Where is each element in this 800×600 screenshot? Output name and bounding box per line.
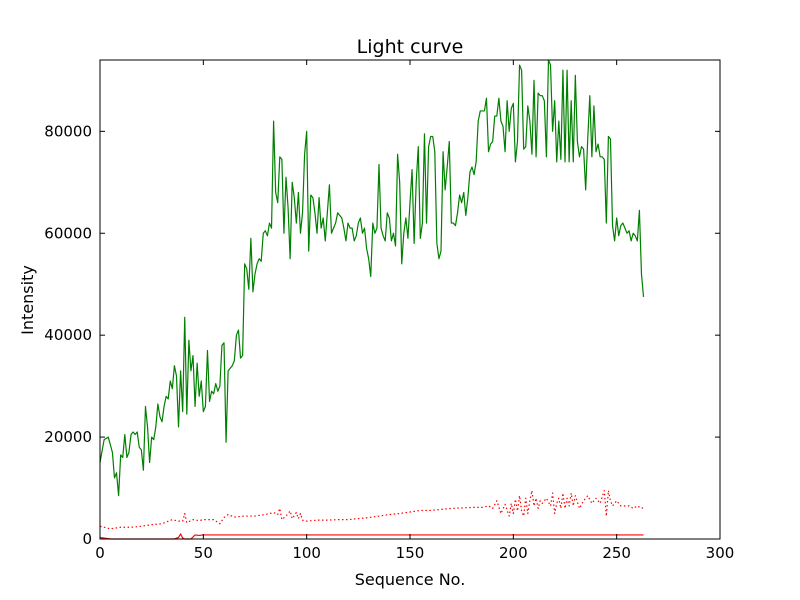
x-tick-label: 50 — [194, 544, 213, 562]
x-tick-label: 250 — [602, 544, 631, 562]
y-tick-label: 60000 — [44, 224, 92, 242]
x-tick-label: 150 — [396, 544, 425, 562]
x-tick-label: 200 — [499, 544, 528, 562]
y-tick-label: 0 — [82, 530, 92, 548]
x-tick-label: 0 — [95, 544, 105, 562]
y-axis: 0 20000 40000 60000 80000 — [44, 122, 720, 548]
series-1-line — [99, 489, 644, 530]
x-axis: 0 50 100 150 200 250 300 — [95, 60, 734, 562]
x-axis-label: Sequence No. — [355, 570, 466, 589]
y-axis-label: Intensity — [18, 265, 37, 335]
chart-title: Light curve — [357, 36, 464, 58]
y-tick-label: 40000 — [44, 326, 92, 344]
y-tick-label: 20000 — [44, 428, 92, 446]
y-tick-label: 80000 — [44, 122, 92, 140]
x-tick-label: 100 — [292, 544, 321, 562]
x-tick-label: 300 — [706, 544, 735, 562]
series-0-line — [99, 59, 645, 497]
